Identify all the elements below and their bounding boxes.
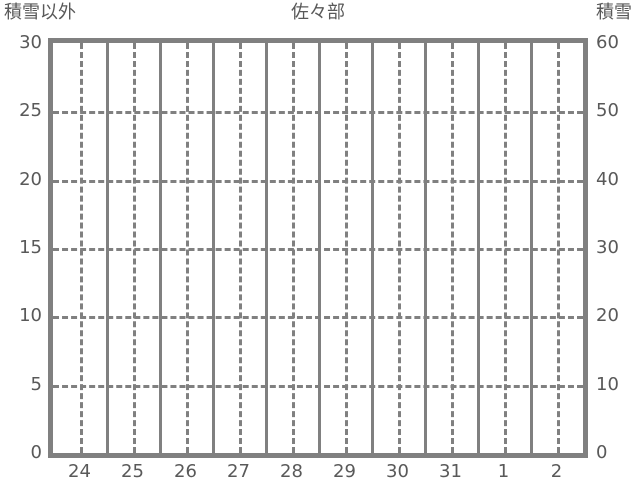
x-axis-tick-label: 29 — [333, 461, 356, 482]
left-axis-tick-label: 30 — [19, 32, 42, 53]
horizontal-gridline — [53, 179, 583, 183]
x-axis-tick-label: 25 — [121, 461, 144, 482]
horizontal-gridline — [53, 111, 583, 115]
x-axis-tick-label: 1 — [497, 461, 510, 482]
x-axis-tick-label: 31 — [439, 461, 462, 482]
x-axis-tick-label: 24 — [68, 461, 91, 482]
x-axis-tick-label: 30 — [386, 461, 409, 482]
horizontal-gridline — [53, 248, 583, 251]
x-axis-tick-label: 28 — [280, 461, 303, 482]
right-axis-unit-label: 積雪 — [596, 2, 632, 23]
left-axis-tick-label: 20 — [19, 168, 42, 190]
plot-grid — [53, 43, 583, 453]
left-axis-tick-label: 0 — [30, 442, 42, 463]
x-axis-ticks: 24 25 26 27 28 29 30 31 1 2 — [48, 463, 588, 493]
left-axis-tick-label: 10 — [19, 305, 42, 327]
horizontal-gridline — [53, 316, 583, 320]
right-axis-ticks: 0 10 20 30 40 50 60 — [596, 34, 636, 462]
x-axis-tick-label: 27 — [227, 461, 250, 482]
left-axis-tick-label: 15 — [19, 237, 42, 258]
plot-area — [48, 38, 588, 458]
right-axis-tick-label: 20 — [596, 305, 619, 327]
chart-title: 佐々部 — [291, 2, 345, 23]
horizontal-gridline — [53, 384, 583, 388]
right-axis-tick-label: 10 — [596, 373, 619, 395]
right-axis-tick-label: 60 — [596, 32, 619, 53]
x-axis-tick-label: 2 — [550, 461, 563, 482]
right-axis-tick-label: 30 — [596, 237, 619, 258]
left-axis-tick-label: 25 — [19, 100, 42, 122]
left-axis-tick-label: 5 — [30, 373, 42, 395]
x-axis-tick-label: 26 — [174, 461, 197, 482]
left-axis-unit-label: 積雪以外 — [4, 2, 76, 23]
right-axis-tick-label: 50 — [596, 100, 619, 122]
right-axis-tick-label: 40 — [596, 168, 619, 190]
left-axis-ticks: 0 5 10 15 20 25 30 — [0, 34, 42, 462]
right-axis-tick-label: 0 — [596, 442, 608, 463]
